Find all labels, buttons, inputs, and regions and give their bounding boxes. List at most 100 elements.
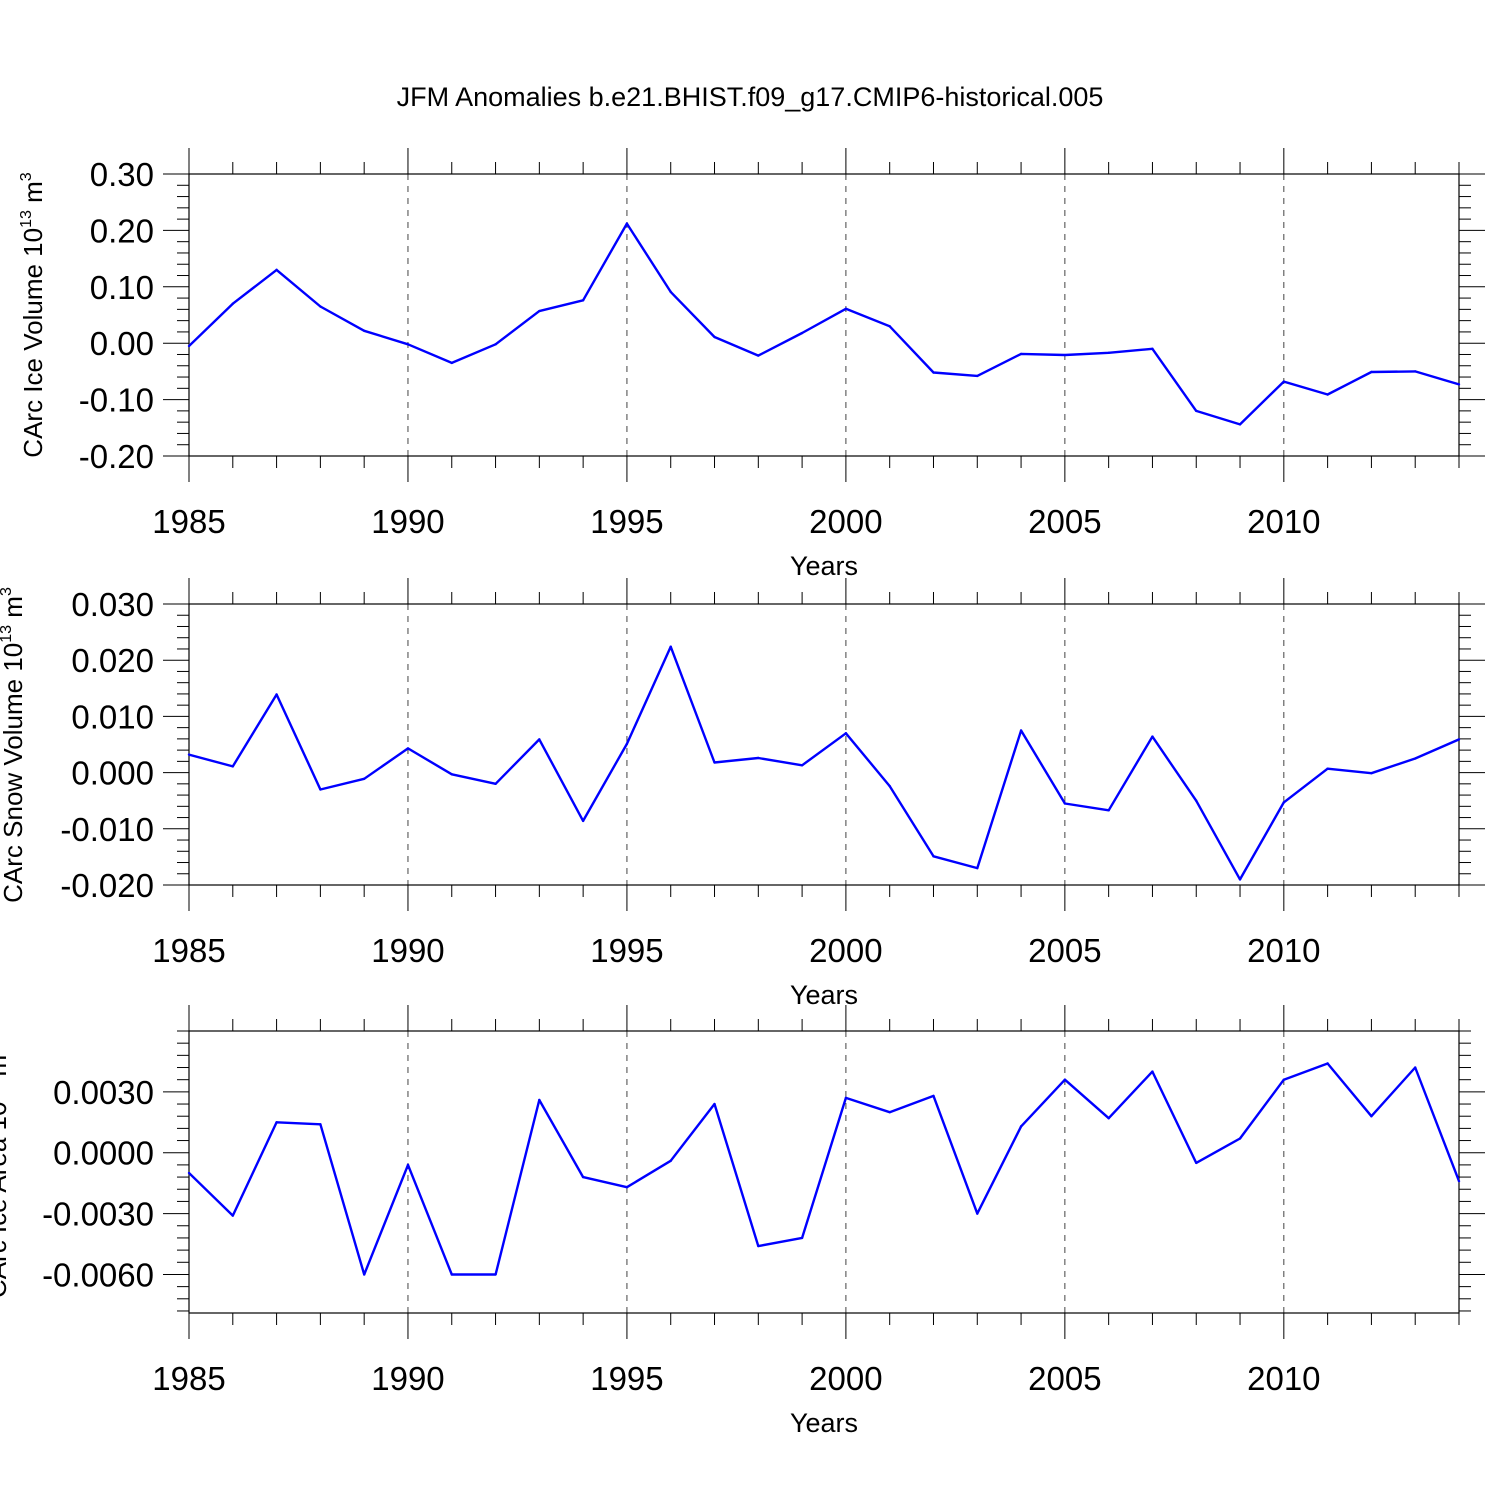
y-tick-label: 0.10 <box>90 269 154 306</box>
data-point <box>1063 802 1067 805</box>
x-tick-label: 1990 <box>371 503 444 540</box>
y-tick-label: -0.20 <box>79 438 154 475</box>
data-point <box>406 343 410 346</box>
x-tick-label: 1985 <box>152 932 225 969</box>
data-point <box>1370 370 1373 374</box>
data-point <box>976 1212 979 1215</box>
x-tick-label: 1985 <box>152 1360 225 1397</box>
data-point <box>275 1121 278 1124</box>
y-tick-label: -0.10 <box>79 382 154 419</box>
data-point <box>1414 1066 1417 1069</box>
x-tick-label: 2010 <box>1247 932 1320 969</box>
plot-frame <box>188 1030 1460 1314</box>
data-point <box>494 782 497 786</box>
y-axis-label: CArc Ice Volume 1013 m3 <box>18 172 48 457</box>
x-axis-label: Years <box>790 551 858 581</box>
x-axis-label: Years <box>790 980 858 1010</box>
data-point <box>1107 809 1110 812</box>
data-point <box>800 331 804 335</box>
x-tick-label: 1985 <box>152 503 225 540</box>
data-point <box>1238 878 1242 881</box>
data-point <box>581 1175 585 1179</box>
data-point <box>625 1186 629 1189</box>
data-point <box>581 299 585 302</box>
data-point <box>976 866 979 870</box>
data-point <box>669 1159 672 1163</box>
x-axis-label: Years <box>790 1408 858 1438</box>
data-point <box>450 773 453 776</box>
data-point <box>1457 1179 1461 1183</box>
data-point <box>450 361 453 365</box>
data-point <box>1282 1078 1286 1081</box>
data-point <box>1151 347 1154 351</box>
data-point <box>319 305 322 308</box>
panel-3: -0.0060 -0.0030 0.0000 0.0030 1985 1990 1995 20… <box>0 1005 1485 1438</box>
y-tick-label: -0.020 <box>60 867 154 904</box>
series-line <box>189 645 1459 881</box>
data-point <box>494 1273 497 1276</box>
data-point <box>932 1094 935 1098</box>
data-point <box>800 1236 804 1240</box>
x-tick-label: 2005 <box>1028 932 1101 969</box>
y-tick-label: 0.0000 <box>53 1135 154 1172</box>
data-point <box>1370 771 1373 775</box>
x-tick-label: 1990 <box>371 932 444 969</box>
data-point <box>275 268 278 272</box>
x-tick-label: 1995 <box>590 1360 663 1397</box>
y-axis-label: CArc Ice Area 1013 m2 <box>0 1046 12 1298</box>
x-tick-label: 1995 <box>590 932 663 969</box>
data-point <box>713 335 716 339</box>
data-point <box>494 343 497 346</box>
data-point <box>1019 1125 1023 1128</box>
y-tick-label: 0.0030 <box>53 1074 154 1111</box>
y-tick-label: -0.010 <box>60 811 154 848</box>
series-line <box>189 1062 1459 1276</box>
plot-frame <box>188 603 1460 886</box>
data-point <box>1282 380 1286 383</box>
data-point <box>844 307 848 310</box>
data-point <box>1107 1117 1110 1120</box>
x-tick-label: 2005 <box>1028 1360 1101 1397</box>
x-tick-label: 1995 <box>590 503 663 540</box>
data-point <box>625 742 629 746</box>
data-point <box>669 290 672 294</box>
y-tick-label: -0.0060 <box>42 1256 154 1293</box>
data-point <box>669 645 672 648</box>
data-point <box>450 1273 453 1276</box>
data-point <box>1370 1115 1373 1118</box>
data-point <box>362 1273 366 1276</box>
data-point <box>1457 383 1461 386</box>
data-point <box>231 1214 234 1217</box>
panel-2: -0.020 -0.010 0.000 0.010 0.020 0.030 1985 1990… <box>0 578 1485 1010</box>
data-point <box>888 784 891 788</box>
data-point <box>713 761 716 764</box>
data-point <box>187 1171 191 1175</box>
x-tick-label: 2000 <box>809 1360 882 1397</box>
data-point <box>976 374 979 378</box>
data-point <box>1326 1062 1329 1065</box>
data-point <box>231 302 234 305</box>
y-tick-label: 0.010 <box>71 698 154 735</box>
data-point <box>538 738 541 741</box>
data-point <box>1151 1070 1154 1073</box>
data-point <box>1019 729 1023 732</box>
data-point <box>800 764 804 767</box>
data-point <box>932 371 935 374</box>
data-point <box>888 1110 891 1114</box>
y-axis-label: CArc Snow Volume 1013 m3 <box>0 587 28 903</box>
data-point <box>581 819 585 823</box>
y-tick-label: 0.000 <box>71 755 154 792</box>
data-point <box>1414 757 1417 760</box>
data-point <box>406 1163 410 1167</box>
data-point <box>1063 1078 1067 1081</box>
panel-1: -0.20 -0.10 0.00 0.10 0.20 0.30 1985 1990 1995 20… <box>18 148 1485 581</box>
data-point <box>757 756 760 760</box>
data-point <box>362 329 366 332</box>
data-point <box>1282 801 1286 804</box>
data-point <box>757 354 760 357</box>
data-point <box>888 325 891 328</box>
data-point <box>932 855 935 858</box>
data-point <box>538 1098 541 1102</box>
data-point <box>187 344 191 348</box>
